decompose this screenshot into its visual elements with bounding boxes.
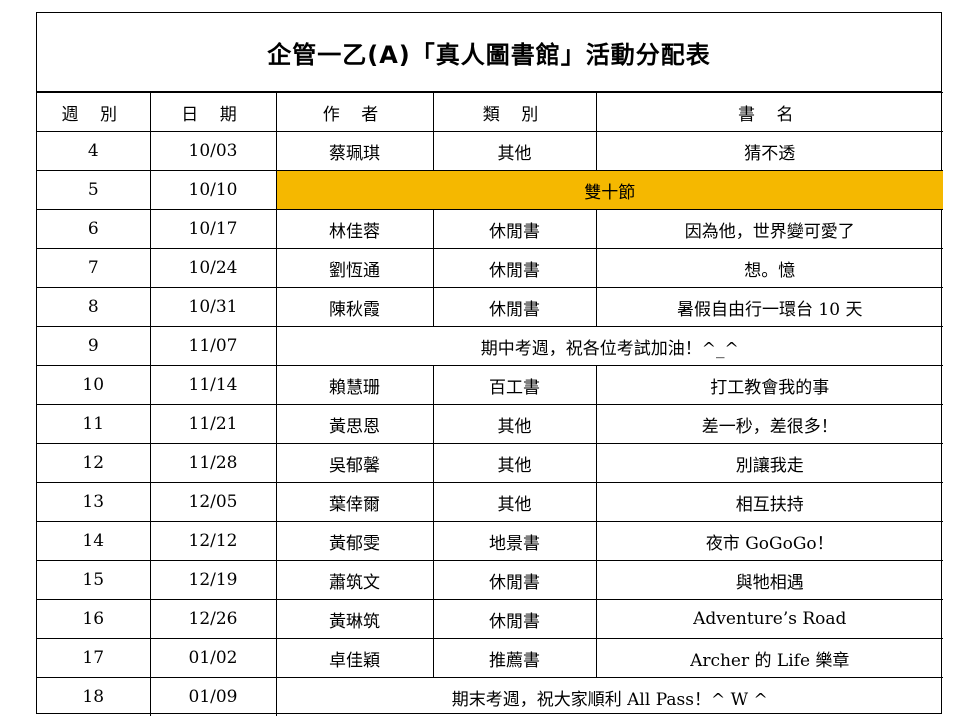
cell-author: 黃思恩 bbox=[275, 404, 434, 444]
cell-category: 地景書 bbox=[432, 521, 597, 561]
cell-date: 12/12 bbox=[149, 521, 277, 561]
cell-author: 卓佳穎 bbox=[275, 638, 434, 678]
cell-category: 休閒書 bbox=[432, 248, 597, 288]
cell-note: 期中考週，祝各位考試加油！^_^ bbox=[275, 326, 943, 366]
cell-week: 11 bbox=[37, 404, 151, 444]
cell-book: 別讓我走 bbox=[595, 443, 943, 483]
cell-week: 5 bbox=[37, 170, 151, 210]
table-row: 15 12/19 蕭筑文 休閒書 與牠相遇 bbox=[37, 560, 943, 600]
cell-date: 10/03 bbox=[149, 131, 277, 171]
table-body: 4 10/03 蔡珮琪 其他 猜不透 5 10/10 雙十節 6 10/17 林佳蓉 休閒書 因為他，世… bbox=[37, 131, 943, 716]
cell-author: 賴慧珊 bbox=[275, 365, 434, 405]
cell-book: 暑假自由行一環台 10 天 bbox=[595, 287, 943, 327]
table-row: 18 01/09 期末考週，祝大家順利 All Pass！^ W ^ bbox=[37, 677, 943, 716]
cell-note: 雙十節 bbox=[275, 170, 943, 210]
cell-book: 打工教會我的事 bbox=[595, 365, 943, 405]
cell-week: 16 bbox=[37, 599, 151, 639]
cell-week: 18 bbox=[37, 677, 151, 716]
table-row: 5 10/10 雙十節 bbox=[37, 170, 943, 210]
cell-date: 11/21 bbox=[149, 404, 277, 444]
cell-week: 4 bbox=[37, 131, 151, 171]
cell-date: 11/07 bbox=[149, 326, 277, 366]
cell-category: 休閒書 bbox=[432, 287, 597, 327]
schedule-sheet: 企管一乙(A)「真人圖書館」活動分配表 週 別 日 期 作 者 類 別 書 名 … bbox=[36, 12, 943, 716]
table-row: 7 10/24 劉恆通 休閒書 想。憶 bbox=[37, 248, 943, 288]
table-row: 6 10/17 林佳蓉 休閒書 因為他，世界變可愛了 bbox=[37, 209, 943, 249]
cell-author: 黃郁雯 bbox=[275, 521, 434, 561]
cell-category: 休閒書 bbox=[432, 560, 597, 600]
cell-author: 蔡珮琪 bbox=[275, 131, 434, 171]
cell-category: 其他 bbox=[432, 482, 597, 522]
header-author: 作 者 bbox=[275, 92, 434, 132]
header-row: 週 別 日 期 作 者 類 別 書 名 bbox=[37, 92, 943, 132]
cell-date: 10/24 bbox=[149, 248, 277, 288]
cell-date: 01/09 bbox=[149, 677, 277, 716]
cell-book: 差一秒，差很多！ bbox=[595, 404, 943, 444]
table-row: 16 12/26 黃琳筑 休閒書 Adventure’s Road bbox=[37, 599, 943, 639]
cell-week: 14 bbox=[37, 521, 151, 561]
header-date: 日 期 bbox=[149, 92, 277, 132]
cell-book: 夜市 GoGoGo！ bbox=[595, 521, 943, 561]
cell-date: 01/02 bbox=[149, 638, 277, 678]
cell-week: 8 bbox=[37, 287, 151, 327]
cell-date: 10/10 bbox=[149, 170, 277, 210]
cell-category: 其他 bbox=[432, 131, 597, 171]
cell-note: 期末考週，祝大家順利 All Pass！^ W ^ bbox=[275, 677, 943, 716]
cell-category: 其他 bbox=[432, 443, 597, 483]
cell-week: 12 bbox=[37, 443, 151, 483]
table-row: 14 12/12 黃郁雯 地景書 夜市 GoGoGo！ bbox=[37, 521, 943, 561]
cell-book: 想。憶 bbox=[595, 248, 943, 288]
table-row: 12 11/28 吳郁馨 其他 別讓我走 bbox=[37, 443, 943, 483]
cell-category: 推薦書 bbox=[432, 638, 597, 678]
cell-week: 13 bbox=[37, 482, 151, 522]
table-row: 13 12/05 葉倖爾 其他 相互扶持 bbox=[37, 482, 943, 522]
cell-date: 12/19 bbox=[149, 560, 277, 600]
cell-week: 9 bbox=[37, 326, 151, 366]
cell-date: 12/26 bbox=[149, 599, 277, 639]
cell-author: 黃琳筑 bbox=[275, 599, 434, 639]
header-book: 書 名 bbox=[595, 92, 943, 132]
cell-date: 11/14 bbox=[149, 365, 277, 405]
table-row: 9 11/07 期中考週，祝各位考試加油！^_^ bbox=[37, 326, 943, 366]
page-title: 企管一乙(A)「真人圖書館」活動分配表 bbox=[37, 13, 941, 92]
cell-book: 相互扶持 bbox=[595, 482, 943, 522]
cell-author: 葉倖爾 bbox=[275, 482, 434, 522]
cell-book: 因為他，世界變可愛了 bbox=[595, 209, 943, 249]
cell-week: 6 bbox=[37, 209, 151, 249]
schedule-table: 週 別 日 期 作 者 類 別 書 名 4 10/03 蔡珮琪 其他 猜不透 5 10/10… bbox=[37, 92, 943, 716]
cell-category: 其他 bbox=[432, 404, 597, 444]
cell-date: 10/17 bbox=[149, 209, 277, 249]
cell-category: 百工書 bbox=[432, 365, 597, 405]
cell-book: Archer 的 Life 樂章 bbox=[595, 638, 943, 678]
table-row: 10 11/14 賴慧珊 百工書 打工教會我的事 bbox=[37, 365, 943, 405]
cell-date: 12/05 bbox=[149, 482, 277, 522]
cell-author: 林佳蓉 bbox=[275, 209, 434, 249]
table-row: 4 10/03 蔡珮琪 其他 猜不透 bbox=[37, 131, 943, 171]
cell-week: 17 bbox=[37, 638, 151, 678]
cell-category: 休閒書 bbox=[432, 209, 597, 249]
cell-book: 與牠相遇 bbox=[595, 560, 943, 600]
table-row: 8 10/31 陳秋霞 休閒書 暑假自由行一環台 10 天 bbox=[37, 287, 943, 327]
cell-book: Adventure’s Road bbox=[595, 599, 943, 639]
cell-author: 吳郁馨 bbox=[275, 443, 434, 483]
cell-author: 蕭筑文 bbox=[275, 560, 434, 600]
cell-author: 劉恆通 bbox=[275, 248, 434, 288]
header-week: 週 別 bbox=[37, 92, 151, 132]
cell-week: 15 bbox=[37, 560, 151, 600]
cell-week: 7 bbox=[37, 248, 151, 288]
table-row: 11 11/21 黃思恩 其他 差一秒，差很多！ bbox=[37, 404, 943, 444]
header-category: 類 別 bbox=[432, 92, 597, 132]
table-row: 17 01/02 卓佳穎 推薦書 Archer 的 Life 樂章 bbox=[37, 638, 943, 678]
cell-author: 陳秋霞 bbox=[275, 287, 434, 327]
cell-book: 猜不透 bbox=[595, 131, 943, 171]
cell-week: 10 bbox=[37, 365, 151, 405]
cell-date: 10/31 bbox=[149, 287, 277, 327]
cell-date: 11/28 bbox=[149, 443, 277, 483]
cell-category: 休閒書 bbox=[432, 599, 597, 639]
